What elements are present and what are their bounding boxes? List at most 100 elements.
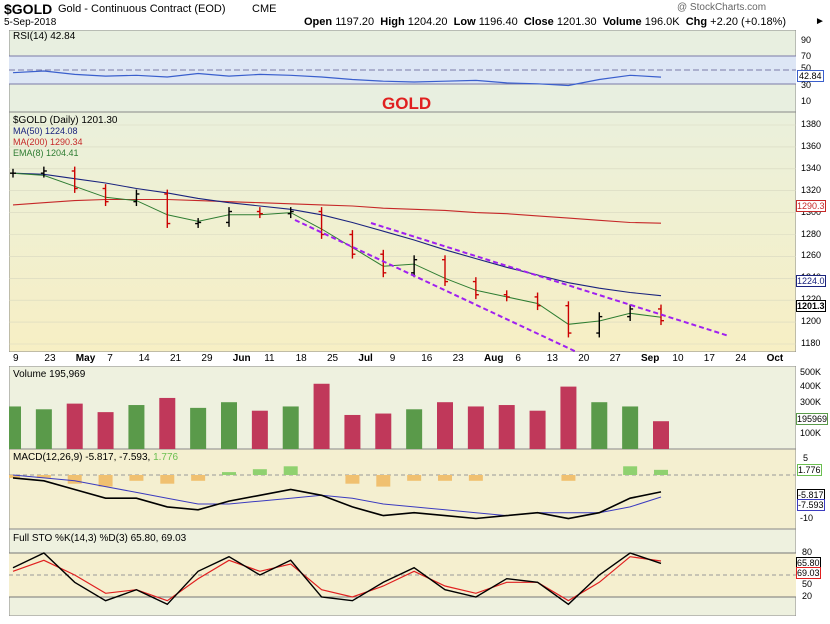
macd-tick: -10 xyxy=(800,513,814,523)
legend-ma50: MA(50) 1224.08 xyxy=(13,126,78,136)
sto-label: Full STO %K(14,3) %D(3) 65.80, 69.03 xyxy=(13,533,187,544)
price-bar xyxy=(164,189,171,228)
sto-scale: 80 65.80 69.03 50 20 xyxy=(796,529,830,616)
volume-bar xyxy=(159,397,176,449)
volume-bar xyxy=(498,405,515,449)
sto-d-box: 69.03 xyxy=(796,567,821,579)
price-bar xyxy=(133,189,140,207)
volume-panel-bg xyxy=(9,366,796,449)
date-tick: 25 xyxy=(327,353,339,364)
volume-panel: Volume 195,969 xyxy=(9,366,796,449)
ohlc-readout: Open 1197.20 High 1204.20 Low 1196.40 Cl… xyxy=(304,16,787,28)
date-tick: 9 xyxy=(13,353,19,364)
volume-tick: 300K xyxy=(800,397,822,407)
rsi-panel: RSI(14) 42.84 GOLD xyxy=(9,30,796,112)
macd-panel: MACD(12,26,9) -5.817, -7.593, 1.776 xyxy=(9,449,796,529)
legend-ma200: MA(200) 1290.34 xyxy=(13,137,83,147)
volume-bar xyxy=(128,405,145,449)
price-bar xyxy=(71,166,78,193)
macd-hist-bar xyxy=(98,475,113,487)
macd-hist-bar xyxy=(376,475,391,487)
price-bar xyxy=(40,166,47,178)
price-legend-title: $GOLD (Daily) 1201.30 xyxy=(13,115,118,126)
price-bar xyxy=(411,255,418,278)
macd-hist-bar xyxy=(129,475,144,481)
price-bar xyxy=(256,207,263,219)
ema8-line xyxy=(12,172,662,325)
macd-hist-bar xyxy=(407,475,422,481)
macd-label: MACD(12,26,9) -5.817, -7.593, 1.776 xyxy=(13,452,179,463)
price-bar xyxy=(226,207,232,227)
volume-bar xyxy=(66,403,83,449)
volume-bar xyxy=(375,413,392,449)
price-bar xyxy=(102,184,109,207)
volume-bar xyxy=(437,402,453,449)
rsi-tick: 50 xyxy=(801,63,812,73)
rsi-scale: 90 70 50 42.84 30 10 xyxy=(796,30,830,112)
macd-histogram xyxy=(9,466,668,487)
rsi-tick: 70 xyxy=(801,51,812,61)
volume-bar xyxy=(35,409,52,449)
rsi-line xyxy=(12,70,662,87)
macd-hist-bar xyxy=(654,469,668,475)
price-bar xyxy=(195,218,202,228)
price-tick: 1220 xyxy=(801,294,821,304)
sto-k-line xyxy=(12,552,662,606)
volume-tick: 100K xyxy=(800,428,822,438)
macd-scale: 5 1.776 -5.817 -7.593 -10 xyxy=(796,449,830,529)
close-value-box: 1201.3 xyxy=(796,300,826,312)
macd-hist-bar xyxy=(283,466,298,475)
volume-bar xyxy=(622,406,639,449)
price-tick: 1320 xyxy=(801,184,822,195)
date-tick: 10 xyxy=(672,353,684,364)
price-tick: 1260 xyxy=(801,250,822,261)
price-bars xyxy=(10,166,664,338)
date-tick: 13 xyxy=(546,353,558,364)
price-bar xyxy=(442,255,448,286)
price-bar xyxy=(596,312,603,338)
macd-hist-bar xyxy=(9,475,20,478)
price-bar xyxy=(380,249,387,278)
date-tick: 24 xyxy=(735,353,747,364)
symbol: $GOLD xyxy=(4,1,53,17)
instrument-name: Gold - Continuous Contract (EOD) xyxy=(58,3,226,15)
date-tick: 16 xyxy=(421,353,433,364)
date-tick: 6 xyxy=(515,353,521,364)
price-bar xyxy=(534,292,541,311)
price-bar xyxy=(627,304,634,322)
sto-tick: 50 xyxy=(802,579,813,589)
date-tick: 23 xyxy=(44,353,56,364)
macd-hist-bar xyxy=(252,469,267,475)
rsi-tick: 90 xyxy=(801,35,812,45)
date-tick: 20 xyxy=(578,353,590,364)
volume-bar xyxy=(529,410,546,449)
chart-header: $GOLD Gold - Continuous Contract (EOD) C… xyxy=(0,0,830,30)
rsi-tick: 30 xyxy=(801,80,812,90)
ma50-line xyxy=(12,172,662,297)
rsi-tick: 10 xyxy=(801,96,812,106)
sto-tick: 80 xyxy=(802,547,813,557)
date-tick: Jul xyxy=(358,353,373,364)
price-bar xyxy=(503,290,510,302)
date-tick: Oct xyxy=(766,353,784,364)
macd-hist-bar xyxy=(67,475,82,484)
price-bar xyxy=(10,168,16,178)
macd-hist-bar xyxy=(561,475,576,481)
exchange: CME xyxy=(252,3,277,15)
price-tick: 1360 xyxy=(801,140,822,151)
volume-bar xyxy=(282,406,299,449)
rsi-value-box: 42.84 xyxy=(797,70,824,82)
date-tick: 29 xyxy=(201,353,213,364)
date-tick: 18 xyxy=(295,353,307,364)
price-tick: 1380 xyxy=(801,119,822,129)
volume-bar xyxy=(467,406,484,449)
volume-bar xyxy=(251,410,268,449)
price-bar xyxy=(287,207,294,219)
volume-bar xyxy=(221,402,237,449)
date-tick: 21 xyxy=(170,353,182,364)
date-tick: Sep xyxy=(641,353,660,364)
rsi-label: RSI(14) 42.84 xyxy=(13,31,76,42)
volume-bar xyxy=(591,402,608,449)
date-tick: 9 xyxy=(389,353,396,364)
scroll-arrow-icon[interactable]: ► xyxy=(815,16,825,27)
